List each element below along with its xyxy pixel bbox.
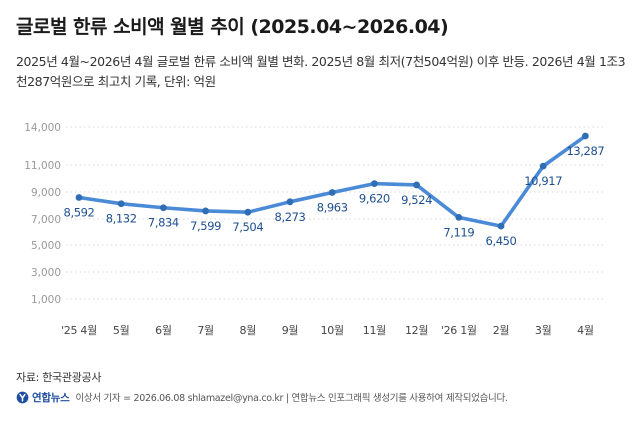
data-points — [75, 132, 589, 230]
data-point — [455, 213, 463, 221]
logo-text: 연합뉴스 — [32, 391, 70, 404]
data-point — [328, 189, 336, 196]
x-tick-label: 2월 — [493, 324, 510, 337]
data-point — [413, 181, 420, 189]
x-tick-label: 7월 — [197, 324, 214, 337]
line-chart: 1,000 3,000 5,000 7,000 9,000 11,000 14,000 8,… — [24, 122, 605, 337]
data-label: 7,834 — [148, 216, 179, 230]
data-label: 7,119 — [443, 225, 474, 239]
y-tick-label: 3,000 — [31, 267, 61, 279]
data-point — [202, 207, 210, 215]
source-note: 자료: 한국관광공사 — [16, 371, 102, 384]
x-tick-label: 11월 — [363, 324, 386, 337]
data-label: 8,132 — [106, 212, 137, 226]
data-point — [244, 208, 252, 216]
x-tick-label: 10월 — [321, 324, 344, 337]
x-tick-label: '26 1월 — [441, 324, 477, 337]
data-label: 7,504 — [232, 220, 263, 234]
y-tick-label: 5,000 — [31, 240, 61, 252]
data-label: 7,599 — [190, 219, 221, 233]
x-tick-label: 8월 — [240, 324, 257, 337]
data-point — [539, 162, 547, 170]
y-tick-label: 7,000 — [31, 214, 61, 226]
x-tick-label: 6월 — [155, 324, 172, 337]
y-tick-label: 1,000 — [31, 294, 61, 306]
x-axis-tick-labels: '25 4월 5월 6월 7월 8월 9월 10월 11월 12월 '26 1월 2월 3월 4월 — [61, 324, 594, 337]
y-tick-label: 11,000 — [24, 160, 61, 172]
data-point — [117, 200, 125, 208]
credit-text: 이상서 기자 = 2026.06.08 shlamazel@yna.co.kr … — [75, 393, 508, 404]
chart-subtitle: 2025년 4월~2026년 4월 글로벌 한류 소비액 월별 변화. 2025… — [16, 54, 626, 89]
data-point — [497, 222, 505, 230]
yonhap-logo-icon — [16, 391, 29, 403]
y-tick-label: 9,000 — [31, 187, 61, 199]
data-point — [371, 180, 378, 188]
x-tick-label: '25 4월 — [61, 324, 97, 337]
x-tick-label: 12월 — [405, 324, 428, 337]
data-label: 13,287 — [566, 144, 604, 158]
data-label: 9,524 — [401, 193, 432, 207]
x-tick-label: 3월 — [535, 324, 552, 337]
data-label: 8,963 — [317, 200, 348, 214]
data-label: 8,273 — [275, 210, 306, 224]
x-tick-label: 5월 — [113, 324, 130, 337]
data-point — [582, 132, 589, 140]
data-point — [75, 194, 83, 201]
y-tick-label: 14,000 — [24, 122, 61, 134]
data-label: 10,917 — [524, 174, 562, 188]
data-label: 6,450 — [486, 234, 517, 248]
footer-credit: 연합뉴스 이상서 기자 = 2026.06.08 shlamazel@yna.c… — [16, 389, 508, 405]
x-tick-label: 9월 — [282, 324, 299, 337]
data-label: 8,592 — [64, 206, 95, 220]
data-point — [160, 204, 167, 212]
data-label: 9,620 — [359, 192, 390, 206]
y-axis-tick-labels: 1,000 3,000 5,000 7,000 9,000 11,000 14,000 — [24, 122, 61, 306]
data-point — [286, 198, 294, 206]
chart-title: 글로벌 한류 소비액 월별 추이 (2025.04~2026.04) — [16, 16, 449, 38]
x-tick-label: 4월 — [577, 324, 594, 337]
data-labels: 8,592 8,132 7,834 7,599 7,504 8,273 8,963 9,620… — [64, 144, 605, 248]
